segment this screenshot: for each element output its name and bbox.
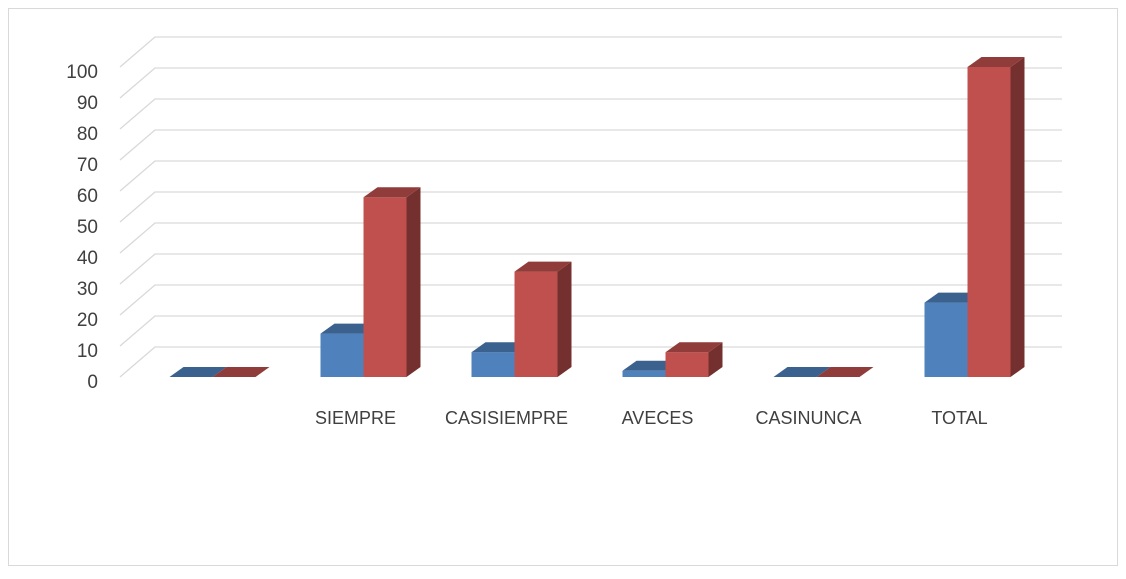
bar xyxy=(665,342,723,377)
grid-line xyxy=(119,36,1062,68)
y-tick-label: 60 xyxy=(77,186,98,207)
x-tick-label: CASISIEMPRE xyxy=(445,408,568,428)
y-tick-label: 40 xyxy=(77,248,98,269)
grid-line xyxy=(119,346,1062,378)
y-tick-label: 80 xyxy=(77,124,98,145)
bar xyxy=(967,57,1025,377)
bar-front xyxy=(665,352,709,377)
bar-side xyxy=(557,261,572,377)
grid-line xyxy=(119,253,1062,285)
bar xyxy=(212,367,270,377)
grid-line xyxy=(119,67,1062,99)
bar-side xyxy=(708,342,723,377)
y-tick-label: 30 xyxy=(77,279,98,300)
y-tick-label: 90 xyxy=(77,93,98,114)
bar-top xyxy=(665,342,723,353)
bar-top xyxy=(816,367,874,377)
bar-top xyxy=(471,342,529,353)
bar-front xyxy=(967,67,1011,377)
bar-top xyxy=(212,367,270,377)
bar xyxy=(363,187,421,377)
bar-top xyxy=(622,360,680,371)
bar-side xyxy=(406,187,421,377)
y-tick-label: 50 xyxy=(77,217,98,238)
y-tick-label: 10 xyxy=(77,341,98,362)
bar-top xyxy=(514,261,572,272)
grid-line xyxy=(119,98,1062,130)
x-tick-label: CASINUNCA xyxy=(755,408,861,428)
grid-line xyxy=(119,160,1062,192)
grid-line xyxy=(119,284,1062,316)
bar xyxy=(773,367,831,377)
bar-side xyxy=(1010,57,1025,377)
x-tick-label: AVECES xyxy=(622,408,694,428)
bar-top xyxy=(169,367,227,377)
bar-top xyxy=(363,187,421,198)
bar-front xyxy=(471,352,515,377)
y-tick-label: 0 xyxy=(87,372,98,393)
y-tick-label: 70 xyxy=(77,155,98,176)
bar-front xyxy=(622,370,666,377)
bar-top xyxy=(924,292,982,303)
grid-line xyxy=(119,315,1062,347)
bar xyxy=(169,367,227,377)
bar-top xyxy=(773,367,831,377)
grid-line xyxy=(119,191,1062,223)
y-tick-label: 20 xyxy=(77,310,98,331)
y-tick-label: 100 xyxy=(66,62,98,83)
grid-line xyxy=(119,129,1062,161)
bar-front xyxy=(514,271,558,377)
bar-front xyxy=(924,302,968,377)
bar xyxy=(514,261,572,377)
bar xyxy=(816,367,874,377)
bar-top xyxy=(967,57,1025,67)
bar-front xyxy=(363,197,407,377)
x-tick-label: SIEMPRE xyxy=(315,408,396,428)
bar-top xyxy=(320,323,378,334)
grid-line xyxy=(119,222,1062,254)
x-tick-label: TOTAL xyxy=(931,408,987,428)
bar-front xyxy=(320,333,364,377)
